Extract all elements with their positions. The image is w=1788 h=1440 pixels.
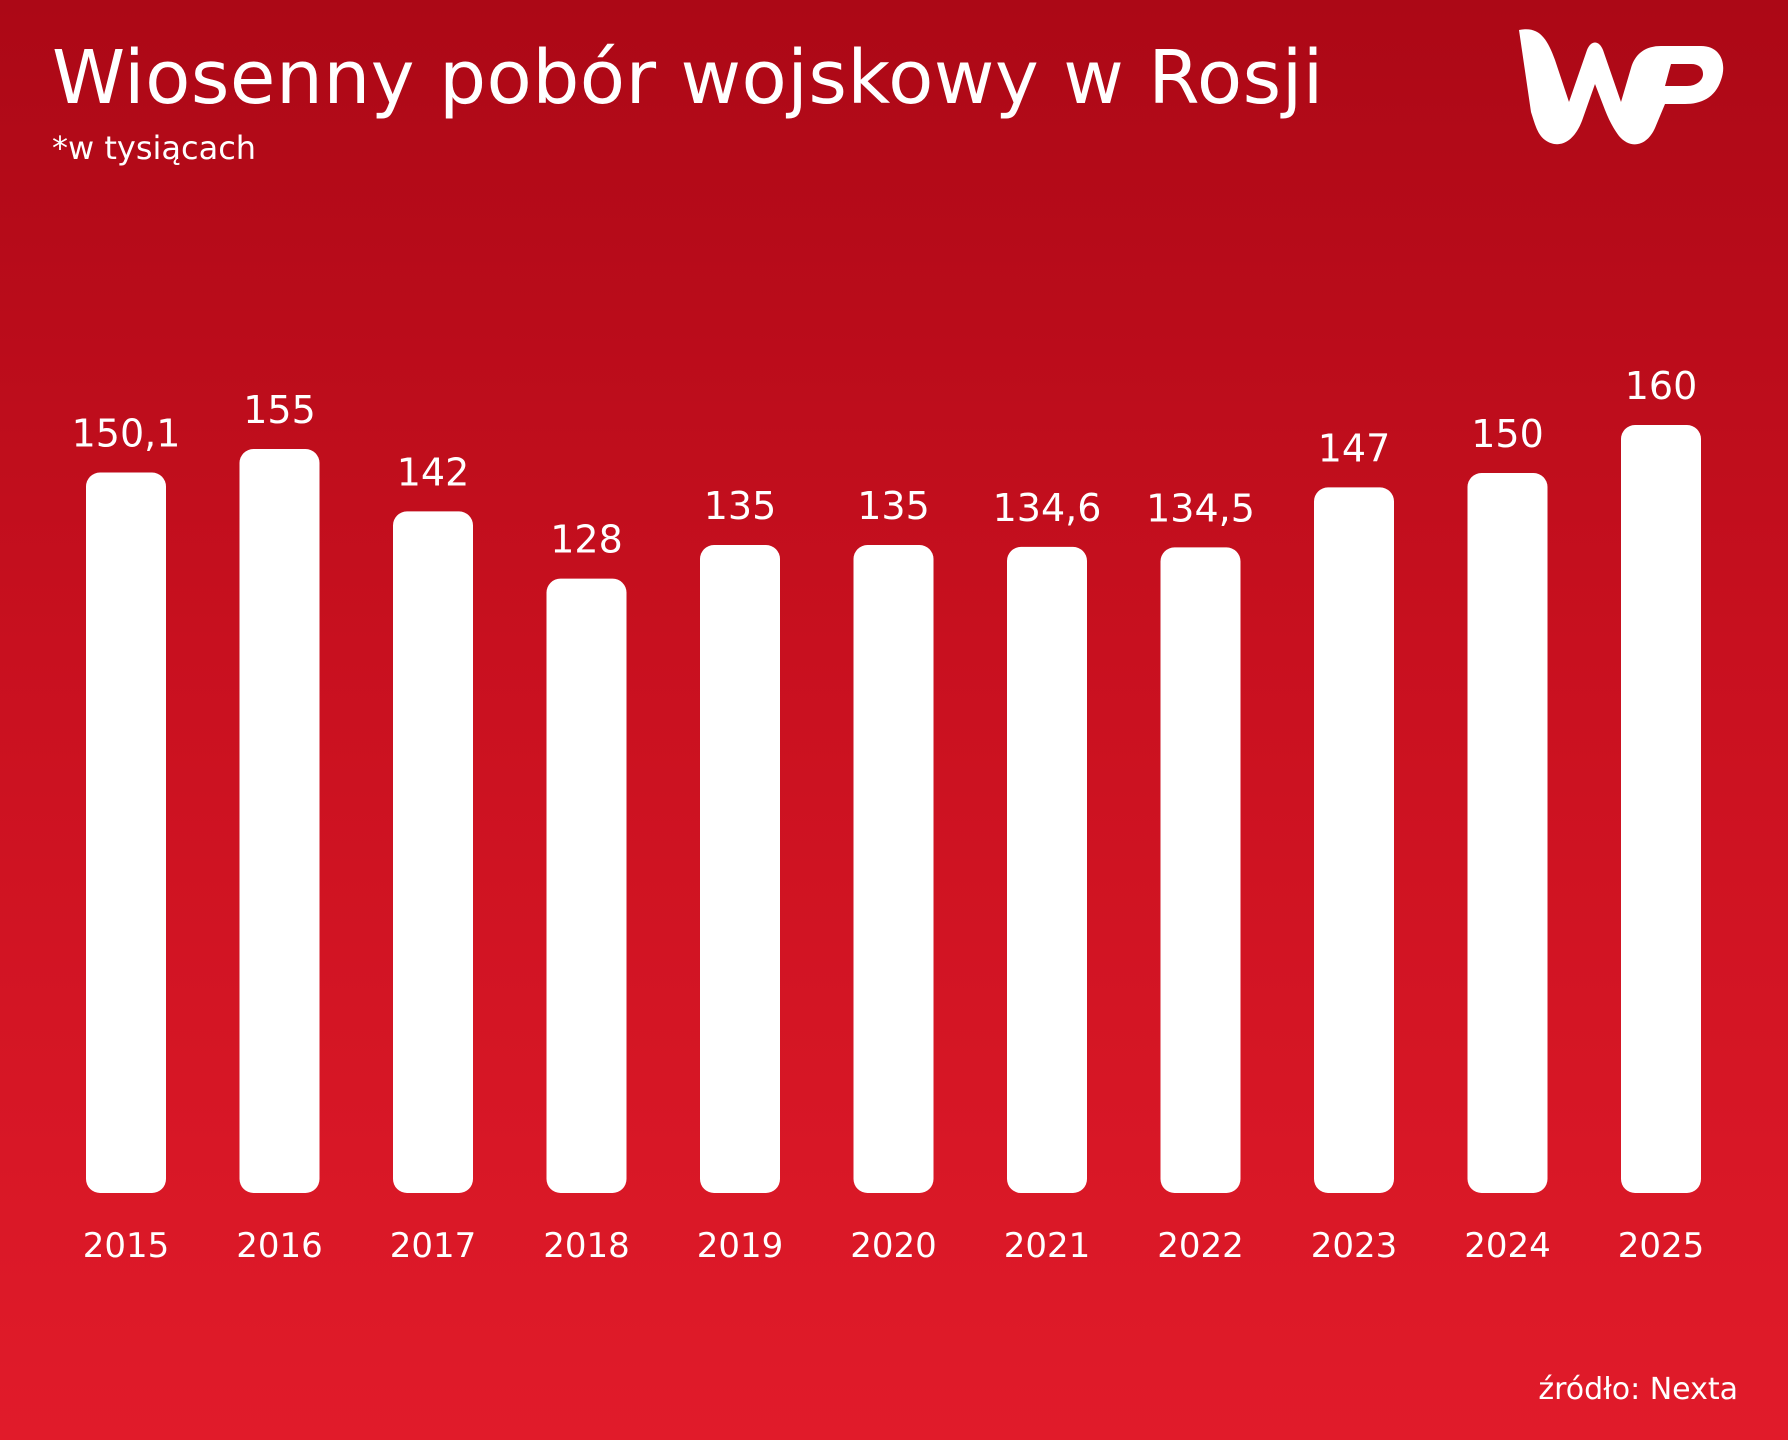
wp-logo-icon: WP xyxy=(1519,29,1724,145)
value-label-2015: 150,1 xyxy=(72,412,181,456)
bar-2024 xyxy=(1467,473,1548,1193)
bar-2015 xyxy=(86,472,166,1193)
bar-2019 xyxy=(700,545,780,1193)
value-label-2018: 128 xyxy=(550,518,623,562)
x-tick-label-2025: 2025 xyxy=(1618,1226,1705,1266)
value-label-2025: 160 xyxy=(1625,364,1698,408)
chart-title: Wiosenny pobór wojskowy w Rosji xyxy=(52,35,1324,121)
bars-group xyxy=(86,425,1701,1193)
bar-2021 xyxy=(1007,546,1087,1193)
x-tick-labels-group: 2015 2016 2017 2018 2019 2020 2021 2022 2023 2024… xyxy=(83,1226,1705,1266)
value-label-2024: 150 xyxy=(1471,412,1544,456)
x-tick-label-2016: 2016 xyxy=(236,1226,323,1266)
value-labels-group: 150,1 155 142 128 135 135 134,6 134,5 147 150 160 xyxy=(72,364,1698,562)
value-label-2022: 134,5 xyxy=(1146,486,1255,530)
bar-2023 xyxy=(1314,487,1394,1193)
value-label-2019: 135 xyxy=(704,484,777,528)
value-label-2016: 155 xyxy=(243,388,316,432)
x-tick-label-2023: 2023 xyxy=(1311,1226,1398,1266)
x-tick-label-2019: 2019 xyxy=(697,1226,784,1266)
x-tick-label-2017: 2017 xyxy=(390,1226,477,1266)
x-tick-label-2021: 2021 xyxy=(1004,1226,1091,1266)
x-tick-label-2022: 2022 xyxy=(1157,1226,1244,1266)
value-label-2020: 135 xyxy=(857,484,930,528)
chart-subtitle: *w tysiącach xyxy=(52,129,257,167)
bar-2020 xyxy=(853,545,934,1193)
x-tick-label-2020: 2020 xyxy=(850,1226,937,1266)
bar-2017 xyxy=(393,511,473,1193)
bar-2022 xyxy=(1160,547,1241,1193)
x-tick-label-2015: 2015 xyxy=(83,1226,170,1266)
value-label-2021: 134,6 xyxy=(993,486,1102,530)
value-label-2017: 142 xyxy=(397,450,470,494)
source-note: źródło: Nexta xyxy=(1538,1372,1738,1407)
bar-2016 xyxy=(239,449,320,1193)
bar-2018 xyxy=(546,578,627,1193)
bar-2025 xyxy=(1621,425,1701,1193)
x-tick-label-2018: 2018 xyxy=(543,1226,630,1266)
value-label-2023: 147 xyxy=(1318,426,1391,470)
x-tick-label-2024: 2024 xyxy=(1464,1226,1551,1266)
